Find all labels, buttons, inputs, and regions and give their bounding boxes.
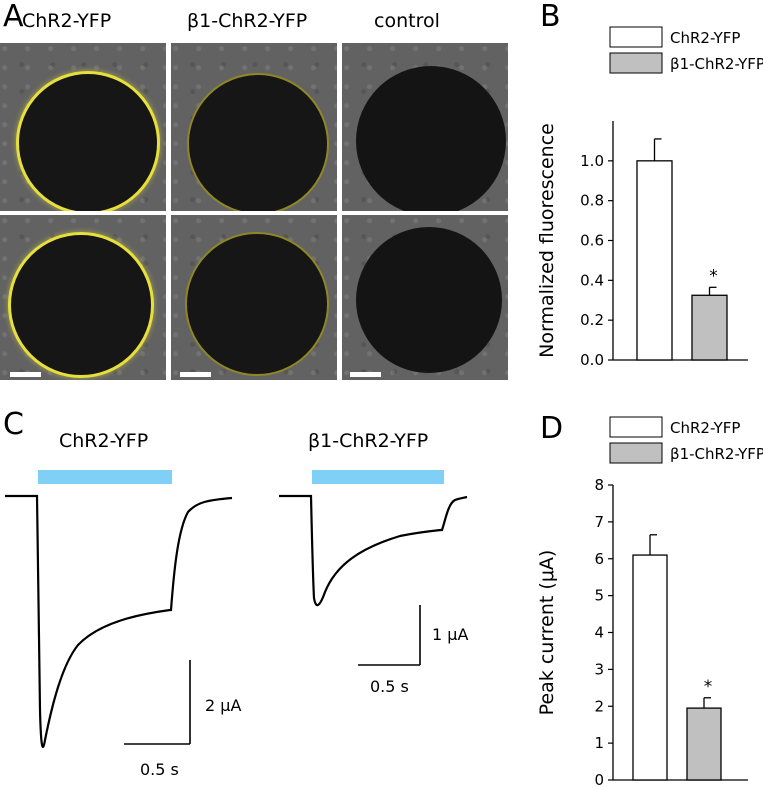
legend-label: β1-ChR2-YFP [670, 55, 763, 73]
bar-chr2 [636, 160, 673, 361]
y-tick-label: 0.8 [580, 192, 604, 210]
micrograph-b1-chr2-bottom [171, 215, 337, 380]
y-tick-label: 0 [594, 771, 604, 787]
y-tick-label: 0.4 [580, 271, 604, 289]
trace-title-b1-chr2: β1-ChR2-YFP [308, 430, 429, 452]
scale-label-current-chr2: 2 μA [205, 696, 242, 715]
legend-label: β1-ChR2-YFP [670, 445, 763, 463]
column-header-b1-chr2: β1-ChR2-YFP [187, 10, 308, 32]
legend-swatch [609, 52, 663, 74]
panel-b-letter: B [540, 0, 561, 34]
y-tick-label: 1 [594, 734, 604, 752]
current-trace-b1-chr2 [279, 494, 468, 607]
y-tick-label: 3 [594, 660, 604, 678]
scale-bar [350, 372, 381, 377]
y-tick-label: 5 [594, 587, 604, 605]
y-tick-label: 7 [594, 513, 604, 531]
oocyte-cell [8, 232, 154, 378]
y-tick-label: 0.6 [580, 232, 604, 250]
current-traces [5, 470, 468, 748]
trace-title-chr2: ChR2-YFP [59, 430, 149, 452]
y-tick-label: 2 [594, 697, 604, 715]
column-header-control: control [374, 10, 440, 32]
oocyte-cell [356, 227, 502, 373]
scale-bar [180, 372, 211, 377]
current-trace-chr2 [5, 494, 233, 748]
scale-label-time-b1: 0.5 s [370, 677, 409, 696]
scale-label-current-b1: 1 μA [432, 625, 469, 644]
oocyte-cell [356, 66, 506, 211]
bar-b1-chr2 [686, 707, 722, 781]
scale-bar [10, 372, 41, 377]
y-tick-label: 4 [594, 624, 604, 642]
micrograph-chr2-top [0, 43, 166, 211]
micrograph-chr2-bottom [0, 215, 166, 380]
scale-label-time-chr2: 0.5 s [140, 760, 179, 779]
y-axis-label: Normalized fluorescence [536, 123, 558, 358]
panel-c-letter: C [3, 407, 24, 442]
stimulus-bar-b1-chr2 [312, 470, 444, 484]
legend-label: ChR2-YFP [670, 419, 740, 437]
y-tick-label: 0.2 [580, 311, 604, 329]
column-header-chr2: ChR2-YFP [22, 10, 112, 32]
y-tick-label: 6 [594, 550, 604, 568]
significance-marker: * [704, 677, 713, 697]
micrograph-control-bottom [342, 215, 508, 380]
bar-chart-peak-current: ChR2-YFP β1-ChR2-YFP 0 1 2 3 4 5 6 7 8 Peak current… [536, 416, 763, 787]
significance-marker: * [709, 266, 718, 286]
legend-swatch [609, 26, 663, 48]
y-tick-label: 0.0 [580, 351, 604, 369]
panel-d-letter: D [540, 411, 564, 446]
y-tick-label: 1.0 [580, 152, 604, 170]
micrograph-control-top [342, 43, 508, 211]
y-axis-label: Peak current (μA) [536, 550, 558, 716]
bar-chr2 [632, 554, 668, 781]
bar-chart-fluorescence: ChR2-YFP β1-ChR2-YFP 0.0 0.2 0.4 0.6 0.8 1.0 Nor… [536, 26, 763, 369]
micrograph-b1-chr2-top [171, 43, 337, 211]
legend-swatch [609, 416, 663, 438]
bar-b1-chr2 [691, 294, 728, 361]
legend-swatch [609, 442, 663, 464]
oocyte-cell [16, 71, 160, 211]
oocyte-cell [185, 232, 329, 376]
oocyte-cell [187, 73, 329, 211]
legend-label: ChR2-YFP [670, 29, 740, 47]
panel-a-letter: A [3, 0, 24, 34]
y-tick-label: 8 [594, 476, 604, 494]
stimulus-bar-chr2 [38, 470, 172, 484]
